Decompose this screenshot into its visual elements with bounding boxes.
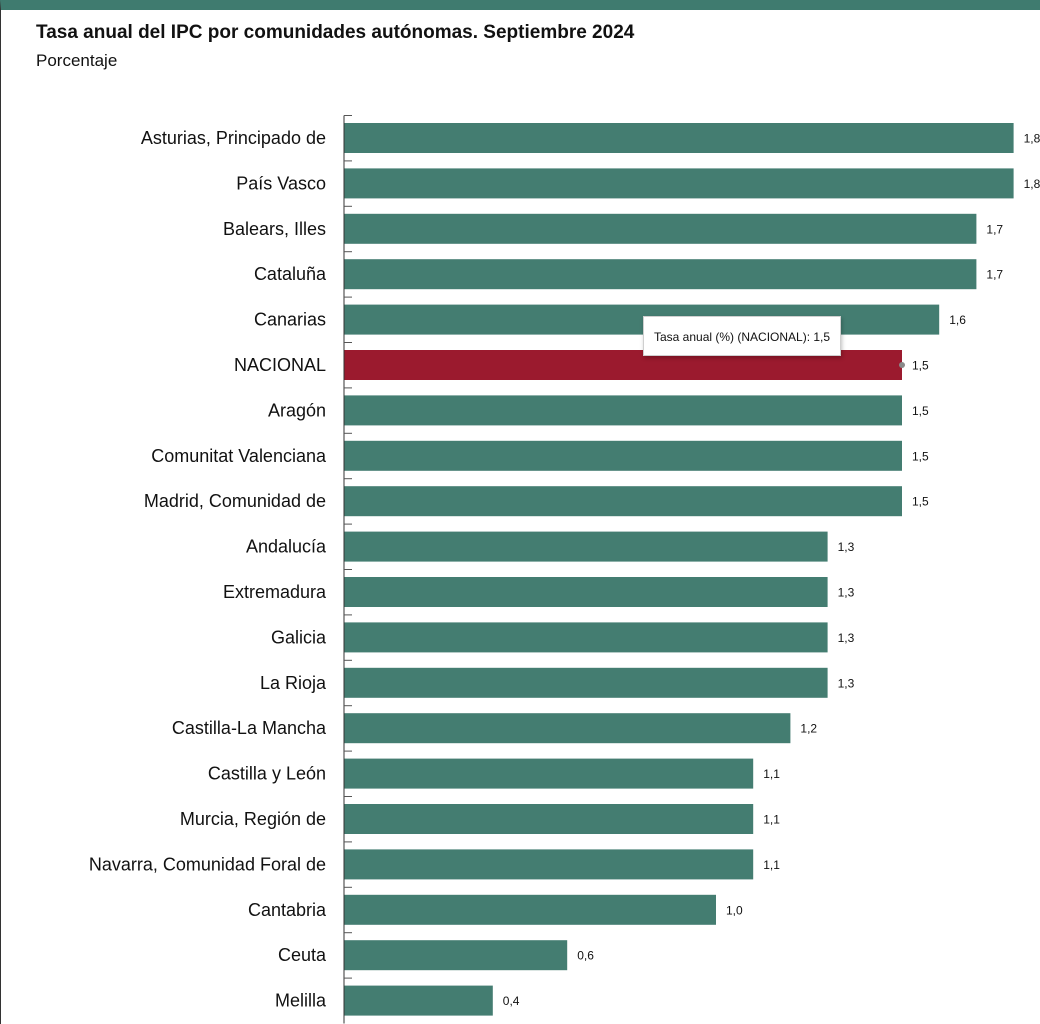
category-label: Canarias [254, 310, 326, 330]
category-label: Murcia, Región de [180, 809, 326, 829]
bar[interactable] [344, 304, 940, 335]
bar[interactable] [344, 531, 828, 562]
bar[interactable] [344, 440, 902, 471]
category-label: Galicia [271, 627, 327, 647]
chart-subtitle: Porcentaje [36, 51, 118, 70]
category-label: Asturias, Principado de [141, 128, 326, 148]
value-label: 1,5 [912, 449, 929, 463]
bar[interactable] [344, 940, 568, 971]
bar[interactable] [344, 577, 828, 607]
value-label: 1,1 [763, 767, 780, 781]
category-label: País Vasco [236, 173, 326, 193]
category-label: Navarra, Comunidad Foral de [89, 854, 326, 874]
category-label: La Rioja [260, 673, 327, 693]
bar[interactable] [344, 213, 977, 244]
value-label: 1,3 [838, 540, 855, 554]
category-label: Cataluña [254, 264, 327, 284]
value-label: 1,1 [763, 813, 780, 827]
bar[interactable] [344, 259, 977, 290]
bar[interactable] [344, 622, 828, 653]
chart-tooltip: Tasa anual (%) (NACIONAL): 1,5 [643, 316, 842, 356]
category-label: Madrid, Comunidad de [144, 491, 326, 511]
value-label: 1,0 [726, 903, 743, 917]
bar[interactable] [344, 985, 493, 1016]
value-label: 1,3 [838, 586, 855, 600]
category-label: Extremadura [223, 582, 327, 602]
value-label: 0,6 [577, 949, 594, 963]
category-label: Comunitat Valenciana [151, 446, 327, 466]
bar[interactable] [344, 713, 791, 744]
value-label: 1,5 [912, 495, 929, 509]
bar[interactable] [344, 395, 902, 426]
value-label: 1,7 [986, 268, 1003, 282]
bar[interactable] [344, 758, 754, 789]
category-label: Aragón [268, 400, 326, 420]
bar[interactable] [344, 804, 754, 834]
category-label: Andalucía [246, 537, 327, 557]
value-label: 1,5 [912, 404, 929, 418]
bar[interactable] [344, 123, 1014, 153]
hover-marker [899, 362, 905, 368]
category-label: NACIONAL [234, 355, 326, 375]
value-label: 1,8 [1024, 132, 1040, 146]
value-label: 1,1 [763, 858, 780, 872]
value-label: 1,3 [838, 676, 855, 690]
category-label: Balears, Illes [223, 219, 326, 239]
category-label: Melilla [275, 991, 327, 1011]
category-label: Ceuta [278, 945, 327, 965]
bar[interactable] [344, 667, 828, 698]
bar[interactable] [344, 168, 1014, 199]
bar[interactable] [344, 849, 754, 880]
value-label: 1,6 [949, 313, 966, 327]
value-label: 1,7 [986, 222, 1003, 236]
bar[interactable] [344, 486, 902, 517]
value-label: 0,4 [503, 994, 520, 1008]
value-label: 1,8 [1024, 177, 1040, 191]
bar[interactable] [344, 894, 716, 925]
category-label: Castilla y León [208, 764, 326, 784]
category-label: Castilla-La Mancha [172, 718, 327, 738]
value-label: 1,2 [800, 722, 817, 736]
chart-title: Tasa anual del IPC por comunidades autón… [36, 22, 635, 43]
category-label: Cantabria [248, 900, 327, 920]
value-label: 1,5 [912, 359, 929, 373]
value-label: 1,3 [838, 631, 855, 645]
